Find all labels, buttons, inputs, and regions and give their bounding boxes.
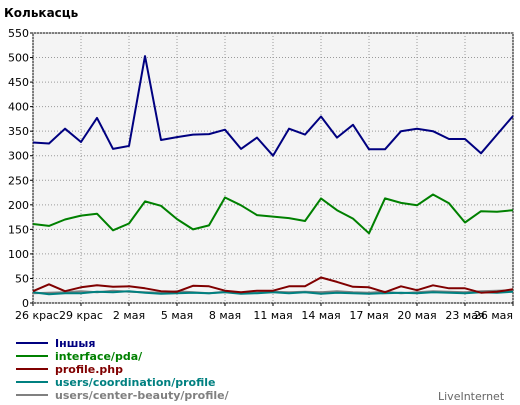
x-tick-label: 29 крас bbox=[59, 309, 103, 322]
series-group bbox=[32, 55, 514, 296]
legend-label: users/center-beauty/profile/ bbox=[55, 389, 230, 402]
series-line-3 bbox=[32, 290, 514, 296]
y-tick-label: 300 bbox=[8, 150, 29, 163]
chart-title: Колькасць bbox=[4, 6, 79, 20]
brand-label: LiveInternet bbox=[438, 390, 505, 403]
x-tick-label: 5 мая bbox=[161, 309, 193, 322]
y-tick-label: 450 bbox=[8, 76, 29, 89]
x-tick-label: 11 мая bbox=[253, 309, 292, 322]
series-line-2 bbox=[32, 276, 514, 294]
legend-label: Іншыя bbox=[55, 337, 95, 350]
legend: Іншыяinterface/pda/profile.phpusers/coor… bbox=[16, 337, 230, 402]
series-line-0 bbox=[32, 55, 514, 157]
x-tick-label: 23 мая bbox=[445, 309, 484, 322]
legend-label: interface/pda/ bbox=[55, 350, 143, 363]
y-tick-label: 0 bbox=[22, 297, 29, 310]
x-tick-label: 8 мая bbox=[209, 309, 241, 322]
y-tick-label: 400 bbox=[8, 101, 29, 114]
y-tick-label: 550 bbox=[8, 27, 29, 40]
x-tick-label: 17 мая bbox=[349, 309, 388, 322]
legend-label: users/coordination/profile bbox=[55, 376, 215, 389]
x-tick-label: 14 мая bbox=[301, 309, 340, 322]
y-tick-label: 150 bbox=[8, 223, 29, 236]
y-tick-label: 500 bbox=[8, 52, 29, 65]
x-tick-label: 26 крас bbox=[15, 309, 59, 322]
series-line-1 bbox=[32, 193, 514, 235]
x-axis: 26 крас 29 крас 2 мая 5 мая 8 мая 11 мая 14 ма… bbox=[15, 303, 514, 322]
y-axis: 0 50 100 150 200 250 300 350 400 450 500 550 bbox=[8, 27, 33, 310]
y-tick-label: 100 bbox=[8, 248, 29, 261]
x-tick-label: 26 мая bbox=[474, 309, 513, 322]
y-tick-label: 350 bbox=[8, 125, 29, 138]
grid bbox=[32, 32, 514, 304]
y-tick-label: 250 bbox=[8, 174, 29, 187]
x-tick-label: 2 мая bbox=[113, 309, 145, 322]
legend-label: profile.php bbox=[55, 363, 123, 376]
x-tick-label: 20 мая bbox=[397, 309, 436, 322]
y-tick-label: 200 bbox=[8, 199, 29, 212]
y-tick-label: 50 bbox=[15, 272, 29, 285]
